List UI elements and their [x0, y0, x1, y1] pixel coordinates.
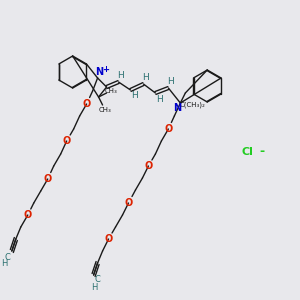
Text: CH₃: CH₃ [98, 107, 111, 113]
Text: O: O [164, 124, 172, 134]
Text: CH₃: CH₃ [104, 88, 117, 94]
Text: O: O [82, 99, 91, 109]
Text: C: C [5, 254, 11, 262]
Text: N: N [173, 103, 181, 113]
Text: C(CH₃)₂: C(CH₃)₂ [179, 102, 205, 108]
Text: H: H [92, 283, 98, 292]
Text: O: O [44, 174, 52, 184]
Text: O: O [62, 136, 71, 146]
Text: H: H [1, 260, 7, 268]
Text: H: H [156, 94, 163, 103]
Text: O: O [124, 198, 133, 208]
Text: O: O [104, 234, 113, 244]
Text: O: O [144, 161, 153, 171]
Text: -: - [260, 146, 265, 158]
Text: H: H [117, 70, 124, 80]
Text: O: O [24, 210, 32, 220]
Text: H: H [131, 92, 138, 100]
Text: H: H [142, 73, 149, 82]
Text: +: + [102, 64, 109, 74]
Text: Cl: Cl [241, 147, 253, 157]
Text: H: H [167, 76, 174, 85]
Text: C: C [94, 275, 100, 284]
Text: N: N [95, 67, 104, 77]
